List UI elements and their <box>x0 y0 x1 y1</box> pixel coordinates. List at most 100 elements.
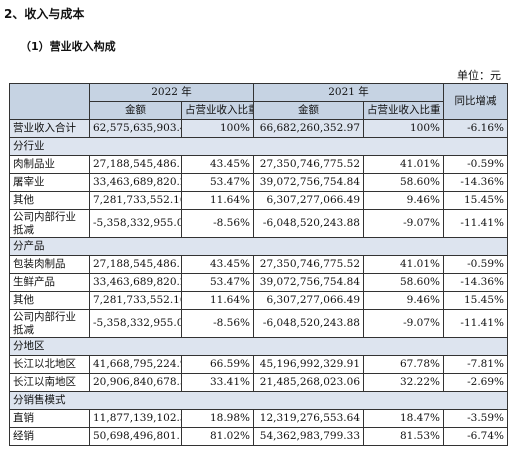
table-row: 经销50,698,496,801.1181.02%54,362,983,799.… <box>9 427 508 446</box>
amount-2021: 39,072,756,754.84 <box>253 173 364 192</box>
row-label: 公司内部行业抵减 <box>9 309 90 338</box>
amount-2022: -5,358,332,955.02 <box>89 309 182 338</box>
ratio-2021: 67.78% <box>363 355 444 374</box>
amount-2021: -6,048,520,243.88 <box>253 309 364 338</box>
amount-2021: 21,485,268,023.06 <box>253 373 364 392</box>
group-title: 分产品 <box>9 237 508 256</box>
group-title: 分行业 <box>9 137 508 156</box>
yoy-change: -3.59% <box>443 409 508 428</box>
table-row: 其他 7,281,733,552.16 11.64% 6,307,277,066.49… <box>9 191 508 210</box>
subsection-title: （1）营业收入构成 <box>20 40 116 53</box>
yoy-change: -11.41% <box>443 309 508 338</box>
row-label: 包装肉制品 <box>9 255 90 274</box>
table-row: 肉制品业27,188,545,486.1343.45%27,350,746,77… <box>9 155 508 174</box>
amount-2021: 12,319,276,553.64 <box>253 409 364 428</box>
amount-2022: 11,877,139,102.37 <box>89 409 182 428</box>
amount-2021: 27,350,746,775.52 <box>253 155 364 174</box>
header-blank <box>9 83 90 120</box>
table-row: 包装肉制品27,188,545,486.1343.45%27,350,746,7… <box>9 255 508 274</box>
ratio-2022: -8.56% <box>181 209 254 238</box>
yoy-change: -11.41% <box>443 209 508 238</box>
revenue-composition-table: 2022 年 2021 年 同比增减 金额 占营业收入比重 金额 占营业收入比重… <box>9 83 508 446</box>
ratio-2022: 53.47% <box>181 273 254 292</box>
table-row: 生鲜产品33,463,689,820.2153.47%39,072,756,75… <box>9 273 508 292</box>
amount-2022: 7,281,733,552.16 <box>89 191 182 210</box>
header-amount-2022: 金额 <box>89 101 182 120</box>
ratio-2022: 11.64% <box>181 291 254 310</box>
amount-2021: 54,362,983,799.33 <box>253 427 364 446</box>
yoy-change: -6.16% <box>443 119 508 138</box>
ratio-2021: -9.07% <box>363 209 444 238</box>
amount-2022: 27,188,545,486.13 <box>89 155 182 174</box>
header-yoy: 同比增减 <box>443 83 508 120</box>
amount-2022: 33,463,689,820.21 <box>89 173 182 192</box>
table-row: 公司内部行业抵减 -5,358,332,955.02 -8.56% -6,048,52… <box>9 309 508 338</box>
row-label: 公司内部行业抵减 <box>9 209 90 238</box>
yoy-change: -0.59% <box>443 155 508 174</box>
row-label: 肉制品业 <box>9 155 90 174</box>
ratio-2022: 100% <box>181 119 254 138</box>
row-label: 直销 <box>9 409 90 428</box>
row-label: 生鲜产品 <box>9 273 90 292</box>
ratio-2021: 9.46% <box>363 191 444 210</box>
amount-2022: 7,281,733,552.16 <box>89 291 182 310</box>
header-year-2022: 2022 年 <box>89 83 254 102</box>
ratio-2021: 81.53% <box>363 427 444 446</box>
ratio-2021: 58.60% <box>363 173 444 192</box>
yoy-change: -7.81% <box>443 355 508 374</box>
section-title: 2、收入与成本 <box>4 7 85 21</box>
ratio-2022: 33.41% <box>181 373 254 392</box>
header-row-columns: 金额 占营业收入比重 金额 占营业收入比重 <box>10 101 508 120</box>
ratio-2021: 41.01% <box>363 155 444 174</box>
ratio-2021: 58.60% <box>363 273 444 292</box>
ratio-2021: -9.07% <box>363 309 444 338</box>
yoy-change: -2.69% <box>443 373 508 392</box>
row-label: 长江以北地区 <box>9 355 90 374</box>
header-ratio-2021: 占营业收入比重 <box>363 101 444 120</box>
amount-2021: 6,307,277,066.49 <box>253 191 364 210</box>
table-row: 其他 7,281,733,552.16 11.64% 6,307,277,066.49… <box>9 291 508 310</box>
ratio-2022: 43.45% <box>181 255 254 274</box>
ratio-2021: 100% <box>363 119 444 138</box>
group-header-row: 分行业 <box>9 137 508 156</box>
amount-2022: 20,906,840,678.57 <box>89 373 182 392</box>
unit-label: 单位：元 <box>457 69 501 82</box>
table-row: 长江以南地区20,906,840,678.5733.41%21,485,268,… <box>9 373 508 392</box>
amount-2021: 27,350,746,775.52 <box>253 255 364 274</box>
yoy-change: 15.45% <box>443 191 508 210</box>
header-amount-2021: 金额 <box>253 101 364 120</box>
table-row: 屠宰业33,463,689,820.2153.47%39,072,756,754… <box>9 173 508 192</box>
header-ratio-2022: 占营业收入比重 <box>181 101 254 120</box>
row-label: 长江以南地区 <box>9 373 90 392</box>
amount-2021: 39,072,756,754.84 <box>253 273 364 292</box>
amount-2022: 50,698,496,801.11 <box>89 427 182 446</box>
ratio-2022: 53.47% <box>181 173 254 192</box>
group-header-row: 分产品 <box>9 237 508 256</box>
ratio-2021: 32.22% <box>363 373 444 392</box>
header-year-2021: 2021 年 <box>253 83 444 102</box>
ratio-2022: -8.56% <box>181 309 254 338</box>
amount-2021: 6,307,277,066.49 <box>253 291 364 310</box>
yoy-change: 15.45% <box>443 291 508 310</box>
amount-2021: 66,682,260,352.97 <box>253 119 364 138</box>
ratio-2022: 66.59% <box>181 355 254 374</box>
group-header-row: 分地区 <box>9 337 508 356</box>
yoy-change: -14.36% <box>443 273 508 292</box>
ratio-2021: 18.47% <box>363 409 444 428</box>
yoy-change: -6.74% <box>443 427 508 446</box>
amount-2022: -5,358,332,955.02 <box>89 209 182 238</box>
table-row: 公司内部行业抵减 -5,358,332,955.02 -8.56% -6,048,52… <box>9 209 508 238</box>
table-row: 长江以北地区41,668,795,224.9166.59%45,196,992,… <box>9 355 508 374</box>
yoy-change: -14.36% <box>443 173 508 192</box>
group-header-row: 分销售模式 <box>9 391 508 410</box>
amount-2022: 62,575,635,903.48 <box>89 119 182 138</box>
group-title: 分地区 <box>9 337 508 356</box>
total-row: 营业收入合计 62,575,635,903.48 100% 66,682,260… <box>9 119 508 138</box>
ratio-2022: 43.45% <box>181 155 254 174</box>
amount-2022: 41,668,795,224.91 <box>89 355 182 374</box>
amount-2021: 45,196,992,329.91 <box>253 355 364 374</box>
row-label: 其他 <box>9 291 90 310</box>
amount-2022: 33,463,689,820.21 <box>89 273 182 292</box>
ratio-2022: 81.02% <box>181 427 254 446</box>
ratio-2022: 18.98% <box>181 409 254 428</box>
